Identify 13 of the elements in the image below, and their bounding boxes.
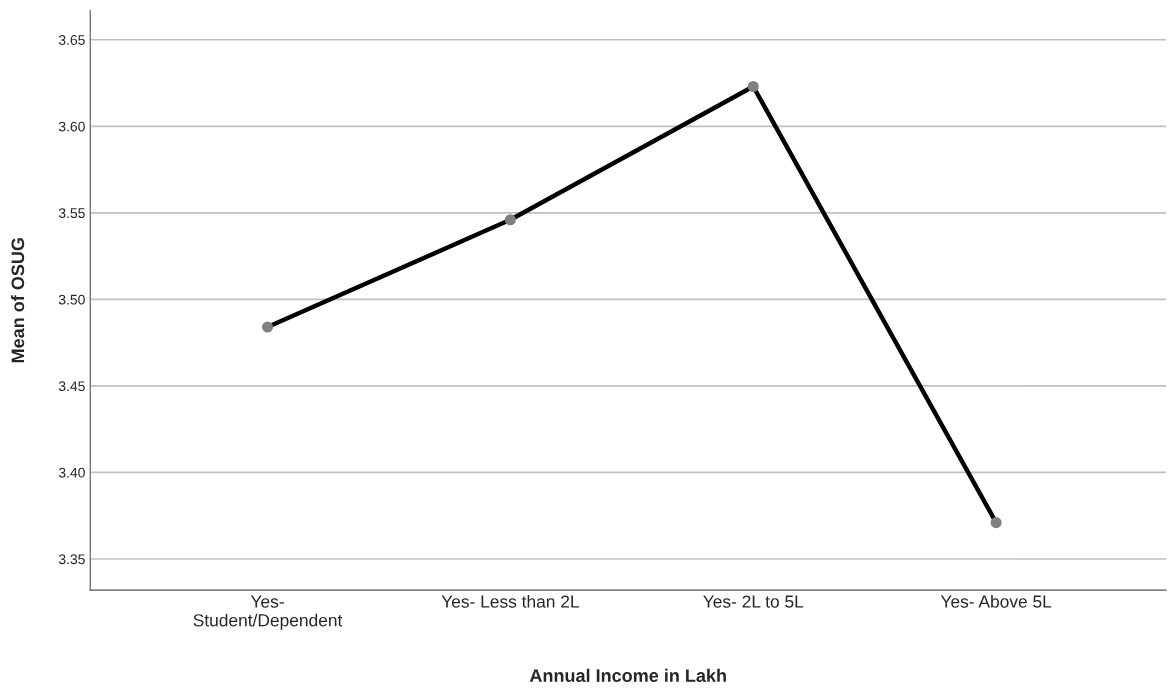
y-tick-label: 3.40 (58, 467, 85, 478)
x-tick-label: Yes- Student/Dependent (193, 595, 343, 630)
y-tick-label: 3.50 (58, 294, 85, 305)
y-tick-label: 3.35 (58, 554, 85, 565)
y-tick-label: 3.65 (58, 35, 85, 45)
x-tick-label: Yes- 2L to 5L (703, 595, 804, 608)
x-tick-label: Yes- Less than 2L (441, 594, 580, 608)
x-axis-title: Annual Income in Lakh (529, 668, 726, 683)
y-axis-title: Mean of OSUG (10, 238, 25, 363)
y-tick-label: 3.60 (58, 121, 85, 132)
x-tick-label: Yes- Above 5L (940, 594, 1052, 608)
y-tick-label: 3.55 (58, 208, 85, 219)
y-tick-label: 3.45 (58, 381, 85, 392)
